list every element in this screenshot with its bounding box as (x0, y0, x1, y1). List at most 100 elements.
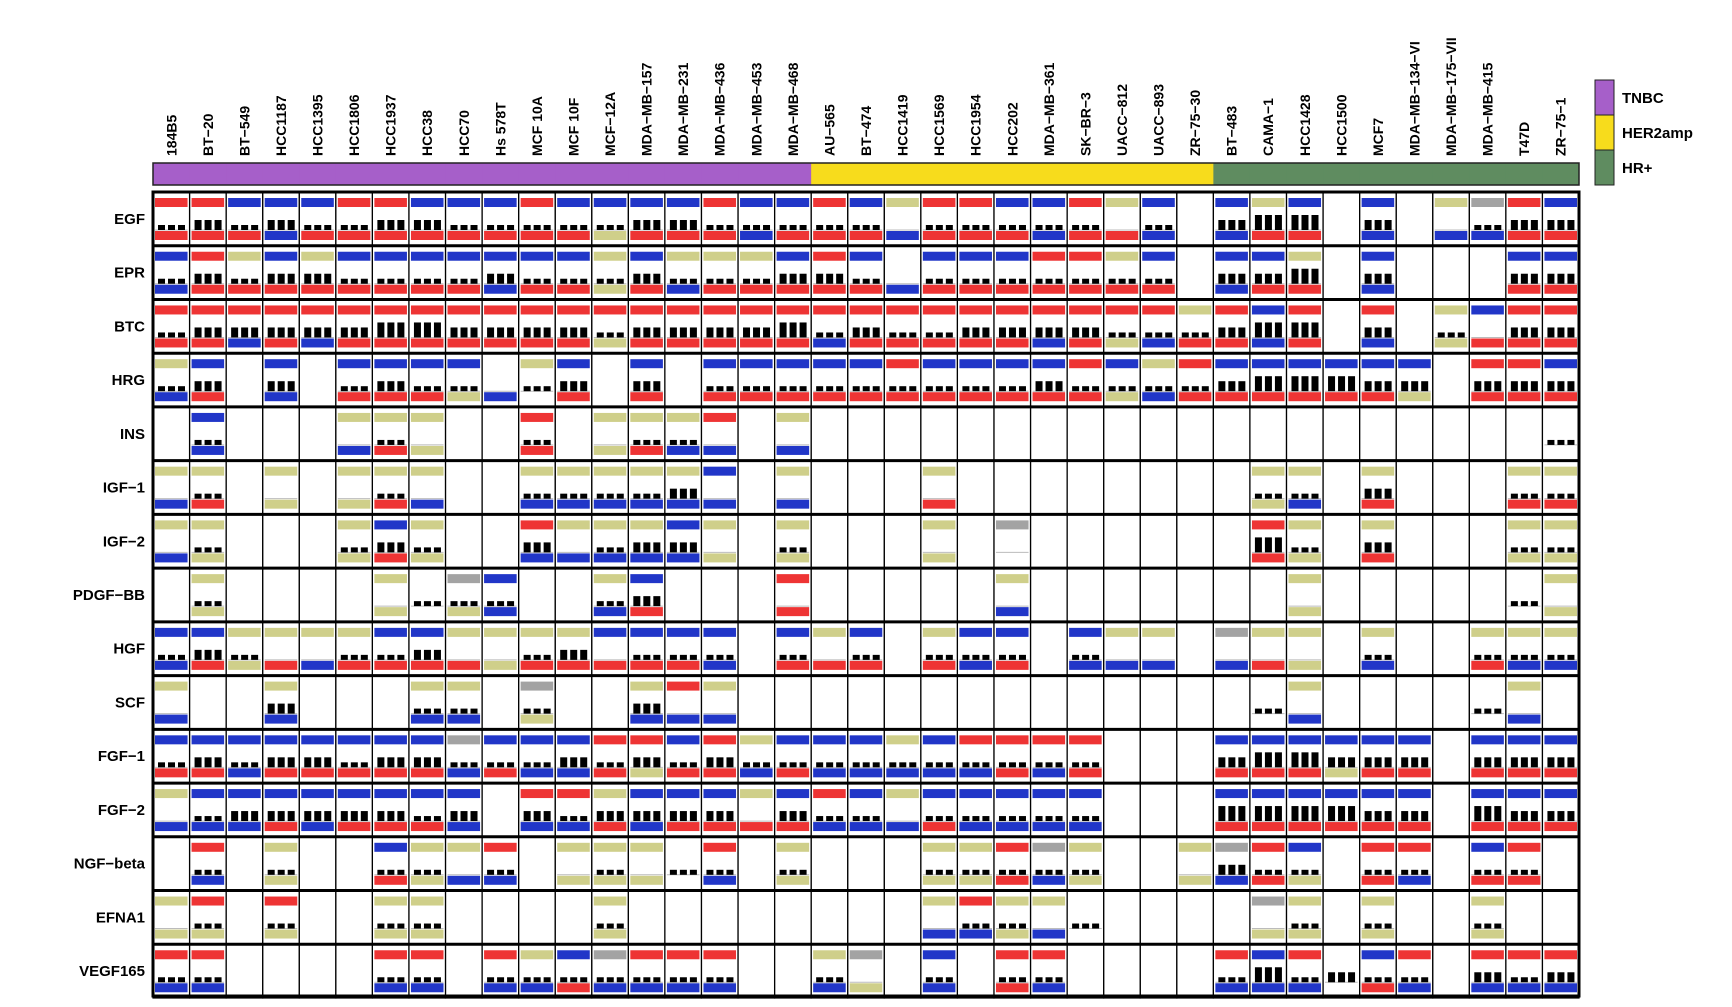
bar (1035, 225, 1043, 230)
bar (360, 547, 368, 553)
bar (1045, 278, 1053, 284)
bar (935, 977, 943, 983)
bar (194, 649, 202, 660)
top-strip (557, 950, 590, 960)
top-strip (337, 735, 371, 745)
bar (1274, 967, 1282, 983)
top-strip (1069, 251, 1102, 261)
bar (1264, 708, 1272, 714)
group-strip (299, 163, 337, 185)
cell-frame (810, 406, 849, 462)
cell-frame (152, 836, 191, 892)
top-strip (191, 305, 225, 315)
group-strip (920, 163, 958, 185)
bottom-strip (1105, 392, 1139, 402)
bar (1301, 752, 1309, 768)
bar (972, 923, 980, 929)
cell-frame (737, 406, 776, 462)
bar (606, 547, 614, 553)
bottom-strip (1544, 553, 1577, 563)
bottom-strip (301, 768, 334, 778)
bar (945, 654, 953, 660)
bar (1447, 332, 1455, 338)
bar (314, 327, 322, 338)
bottom-strip (666, 822, 700, 832)
bottom-strip (520, 714, 554, 724)
bar (1228, 977, 1236, 983)
bar (669, 654, 677, 660)
bar (1301, 322, 1309, 338)
group-strip (1030, 163, 1068, 185)
top-strip (703, 681, 737, 691)
top-strip (630, 789, 663, 799)
bar (852, 654, 860, 660)
top-strip (1288, 789, 1322, 799)
column-label: HCC1395 (310, 94, 326, 156)
cell-frame (1066, 406, 1105, 462)
bottom-strip (557, 284, 590, 294)
bar (816, 273, 824, 284)
bar (1008, 654, 1016, 660)
top-strip (666, 412, 700, 422)
bottom-strip (1544, 284, 1577, 294)
grid-frame (151, 190, 1581, 998)
bottom-strip (191, 231, 225, 240)
cell-frame (847, 836, 885, 892)
bar (616, 923, 624, 929)
bottom-strip (849, 660, 883, 670)
cell-frame (773, 943, 812, 999)
top-strip (593, 896, 627, 906)
bar (497, 327, 505, 338)
bar (397, 542, 405, 553)
bottom-strip (630, 768, 663, 778)
top-strip (337, 520, 371, 530)
bar (1530, 977, 1538, 983)
top-strip (1215, 842, 1248, 852)
bar (925, 869, 933, 875)
bottom-strip (740, 338, 773, 348)
top-strip (703, 412, 737, 422)
top-strip (776, 251, 810, 261)
bar (1311, 493, 1319, 499)
bar (158, 762, 165, 768)
bottom-strip (1507, 714, 1541, 724)
bar (1045, 381, 1053, 392)
bar (753, 278, 761, 284)
group-strip (1286, 163, 1324, 185)
bar (470, 708, 478, 714)
cell-frame (152, 406, 191, 462)
bar (1547, 381, 1555, 392)
bottom-strip (410, 875, 444, 885)
bar (340, 225, 348, 230)
bar (1035, 278, 1043, 284)
column-label: HCC1937 (383, 94, 399, 156)
bottom-strip (557, 553, 590, 563)
top-strip (1069, 842, 1102, 852)
bar (616, 601, 624, 607)
bar (523, 493, 531, 499)
bottom-strip (410, 768, 444, 778)
top-strip (995, 950, 1029, 960)
bar (1510, 493, 1518, 499)
top-strip (301, 305, 334, 315)
bar (1082, 869, 1090, 875)
cell-frame (481, 460, 520, 515)
bottom-strip (557, 338, 590, 348)
top-strip (1032, 789, 1066, 799)
bar (836, 386, 844, 392)
bar (1018, 327, 1026, 338)
top-strip (410, 520, 444, 530)
bar (523, 708, 531, 714)
bar (1018, 225, 1026, 230)
bar (1494, 381, 1502, 392)
top-strip (849, 627, 883, 637)
group-strip (226, 163, 264, 185)
bar (726, 869, 734, 875)
bar (633, 439, 641, 445)
bar (852, 386, 860, 392)
bottom-strip (155, 660, 188, 670)
bottom-strip (813, 284, 846, 294)
bar (560, 381, 568, 392)
bottom-strip (191, 875, 225, 885)
bar (1145, 386, 1153, 392)
